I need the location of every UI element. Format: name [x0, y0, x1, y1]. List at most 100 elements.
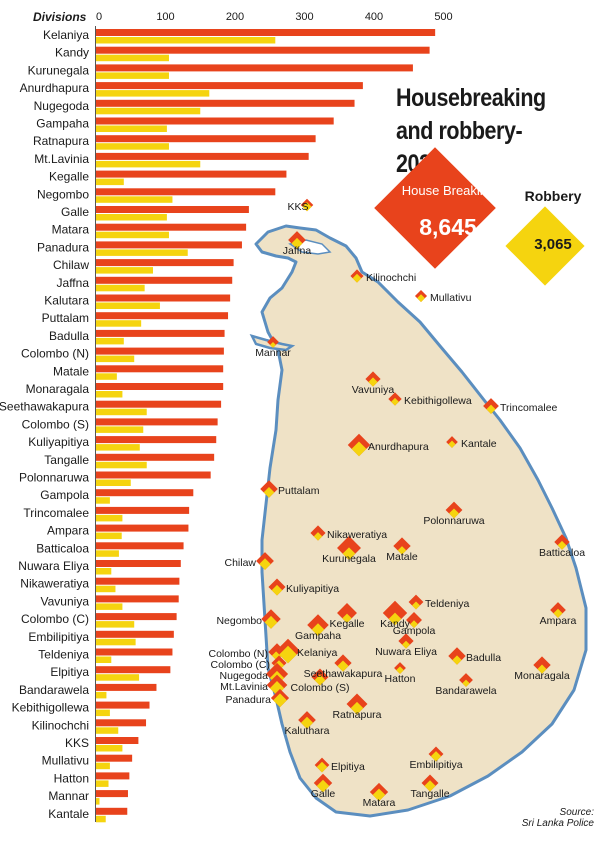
map-marker-robbery: [316, 779, 330, 793]
house-breaking-bar: [96, 400, 222, 408]
bar-row: Negombo: [37, 187, 276, 203]
robbery-bar: [96, 125, 167, 132]
bar-row: Colombo (S): [22, 417, 218, 433]
bar-row: Tangalle: [44, 453, 215, 469]
robbery-bar: [96, 214, 167, 221]
category-label: Jaffna: [57, 276, 90, 290]
map-place-label: Seethawakapura: [304, 668, 383, 680]
bar-row: Ratnapura: [33, 134, 316, 150]
map-place-label: Nuwara Eliya: [375, 646, 437, 658]
category-label: Mullativu: [42, 754, 89, 768]
house-breaking-bar: [96, 223, 247, 231]
bar-row: Kalutara: [44, 294, 231, 309]
map-marker: [311, 668, 329, 686]
house-breaking-bar: [96, 99, 355, 107]
house-breaking-bar: [96, 135, 316, 143]
category-label: Kebithigollewa: [12, 701, 90, 715]
category-label: Matara: [52, 223, 90, 237]
bar-row: Colombo (C): [21, 612, 177, 628]
category-label: Mt.Lavinia: [34, 152, 89, 166]
bar-chart: Divisions 0 100 200 300 400 500 Kelaniya Kandy…: [0, 10, 453, 823]
map-marker: [300, 198, 314, 212]
map-marker: [406, 612, 422, 628]
robbery-bar: [96, 479, 131, 486]
map-marker: [414, 289, 428, 303]
map-place-label: Batticaloa: [539, 547, 585, 559]
map-place-label: Kuliyapitiya: [286, 583, 339, 595]
map-place-label: Gampola: [393, 625, 436, 637]
category-label: Kegalle: [49, 170, 89, 184]
map-marker-robbery: [557, 540, 567, 550]
robbery-bar: [96, 391, 123, 398]
source-label: Source:: [559, 807, 594, 818]
category-label: Ampara: [47, 524, 89, 538]
robbery-bar: [96, 815, 106, 823]
category-label: Anurdhapura: [20, 81, 90, 95]
category-label: Polonnaruwa: [19, 471, 89, 485]
map-marker-robbery: [264, 615, 278, 629]
map-place-label: Mt.Lavinia: [220, 681, 268, 693]
house-breaking-bar: [96, 117, 334, 125]
house-breaking-label: House Breaking: [401, 183, 495, 198]
map-marker-robbery: [553, 608, 563, 618]
bar-row: Colombo (N): [21, 347, 224, 363]
map-marker: [313, 773, 333, 793]
house-breaking-bar: [96, 276, 233, 284]
house-breaking-bar: [96, 683, 157, 691]
house-breaking-bar: [96, 701, 150, 709]
house-breaking-bar: [96, 46, 430, 54]
map-marker: [347, 433, 371, 457]
robbery-bar: [96, 284, 145, 292]
robbery-bar: [96, 497, 110, 504]
category-label: Elpitiya: [50, 665, 89, 679]
house-breaking-bar: [96, 329, 225, 337]
map-marker-robbery: [342, 547, 356, 560]
map-marker-robbery: [486, 404, 496, 414]
map-marker: [393, 537, 411, 555]
map-marker: [394, 662, 406, 674]
house-breaking-bar: [96, 436, 217, 444]
category-label: Chilaw: [53, 258, 89, 272]
robbery-bar: [96, 461, 147, 469]
map-place-label: Colombo (N): [208, 648, 268, 660]
map-place-label: Matale: [386, 551, 418, 563]
bar-row: Bandarawela: [19, 683, 157, 699]
category-label: Kilinochchi: [32, 718, 89, 732]
category-label: Kelaniya: [43, 28, 89, 42]
map-marker-house-breaking: [337, 603, 357, 623]
category-label: Kurunegala: [28, 63, 90, 77]
robbery-bar: [96, 638, 136, 646]
map-place-label: KKS: [287, 201, 308, 213]
map-marker-robbery: [452, 655, 462, 665]
map-place-label: Galle: [311, 788, 336, 800]
bar-row: Vavuniya: [41, 594, 179, 610]
house-breaking-bar: [96, 29, 436, 36]
map-marker-robbery: [410, 620, 418, 628]
map-marker-robbery: [302, 202, 312, 212]
bar-row: Badulla: [49, 329, 225, 345]
bar-row: Kebithigollewa: [12, 701, 150, 717]
house-breaking-bar: [96, 259, 234, 267]
x-tick-label: 0: [96, 11, 102, 23]
bar-row: Hatton: [54, 771, 130, 787]
category-label: Hatton: [54, 771, 89, 785]
map-marker-robbery: [412, 601, 420, 610]
map-marker: [314, 757, 330, 773]
bar-row: Matara: [52, 223, 247, 239]
map-place-label: Jaffna: [283, 245, 312, 257]
map-marker-robbery: [351, 441, 367, 457]
map-marker-robbery: [391, 397, 399, 406]
category-label: Ratnapura: [33, 134, 89, 148]
house-breaking-bar: [96, 312, 229, 320]
map-place-label: Kebithigollewa: [404, 395, 472, 407]
map-place-label: Ampara: [540, 615, 577, 627]
category-label: Matale: [53, 364, 89, 378]
map-marker-robbery: [270, 341, 276, 348]
house-breaking-bar: [96, 807, 128, 815]
category-label: Mannar: [48, 789, 89, 803]
map-place-label: Kilinochchi: [366, 272, 416, 284]
map-place-label: Matara: [363, 797, 396, 809]
house-breaking-bar: [96, 613, 177, 621]
bar-row: Seethawakapura: [0, 400, 222, 416]
map-marker: [550, 602, 566, 618]
